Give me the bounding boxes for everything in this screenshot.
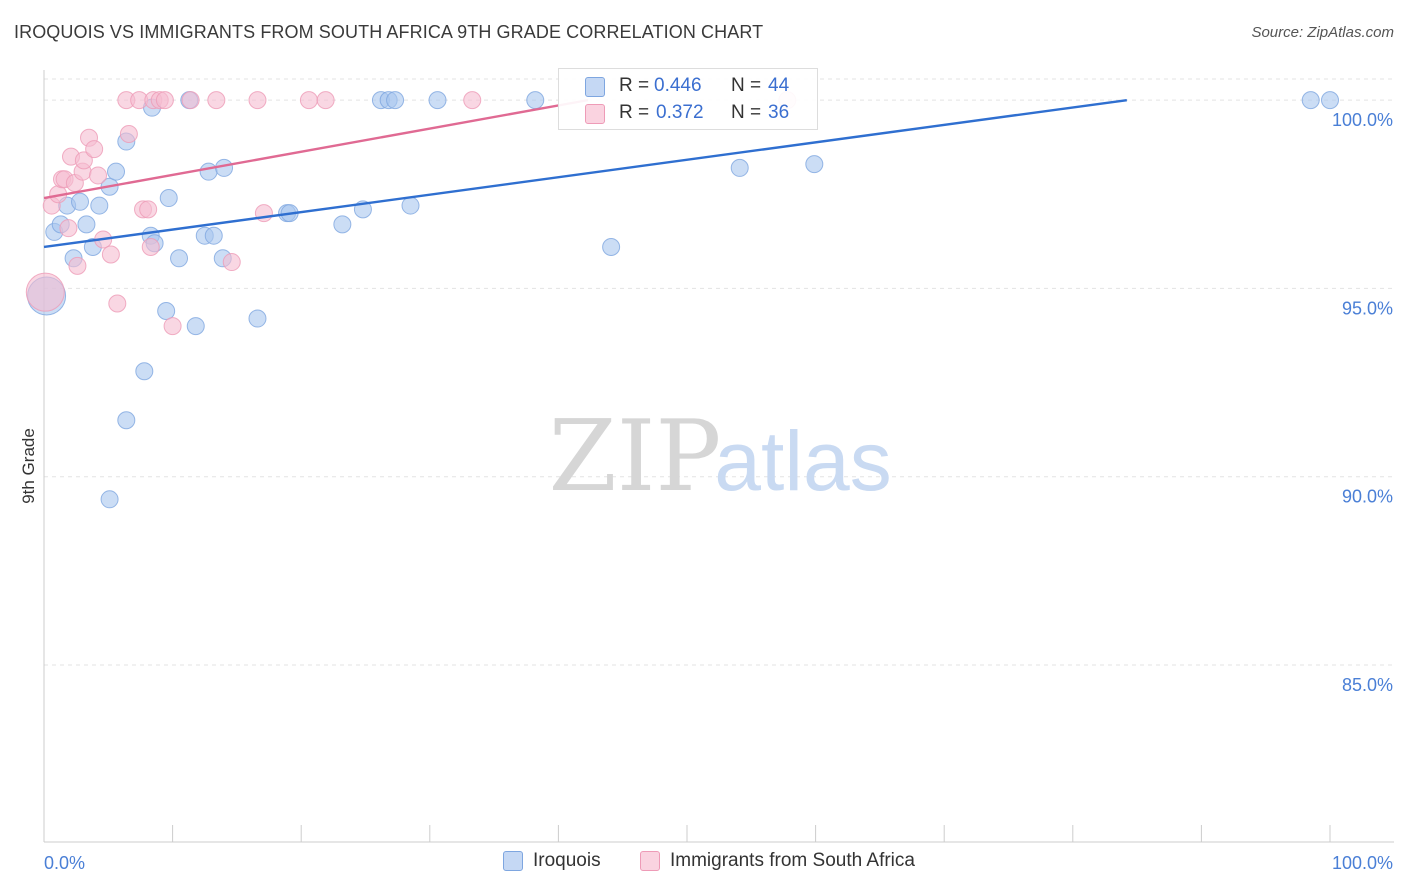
y-tick-label: 95.0% bbox=[1342, 298, 1393, 318]
south-africa-point bbox=[299, 91, 318, 110]
iroquois-point bbox=[71, 192, 90, 211]
y-tick-label: 90.0% bbox=[1342, 487, 1393, 507]
iroquois-point bbox=[401, 196, 420, 215]
south-africa-point bbox=[155, 91, 174, 110]
axes: 100.0% 95.0% 90.0% 85.0% 0.0% 100.0% bbox=[43, 70, 1394, 873]
iroquois-point bbox=[135, 362, 154, 381]
iroquois-point bbox=[1301, 91, 1320, 110]
south-africa-point bbox=[316, 91, 335, 110]
south-africa-point bbox=[68, 256, 87, 275]
source-label: Source: ZipAtlas.com bbox=[1251, 24, 1394, 41]
watermark-zip: ZIP bbox=[549, 400, 722, 514]
r-label: R = bbox=[619, 75, 650, 96]
iroquois-point bbox=[117, 411, 136, 430]
stats-row-south-africa: R = 0.372 N = 36 bbox=[559, 100, 817, 126]
south-africa-point bbox=[89, 166, 108, 185]
iroquois-trend-line bbox=[43, 98, 1127, 249]
south-africa-point bbox=[101, 245, 120, 264]
iroquois-point bbox=[428, 91, 447, 110]
r-label: R = bbox=[619, 102, 650, 123]
south-africa-trend-line bbox=[43, 98, 589, 200]
data-points bbox=[25, 91, 1339, 509]
iroquois-point bbox=[1321, 91, 1339, 110]
iroquois-point bbox=[170, 249, 189, 268]
south-africa-point bbox=[181, 91, 200, 110]
iroquois-point bbox=[199, 162, 218, 181]
stats-swatch-pink bbox=[585, 104, 605, 124]
r-value: 0.372 bbox=[656, 102, 704, 123]
iroquois-point bbox=[248, 309, 267, 328]
iroquois-point bbox=[159, 189, 178, 208]
iroquois-point bbox=[186, 317, 205, 336]
stats-swatch-blue bbox=[585, 77, 605, 97]
chart-legend: Iroquois Immigrants from South Africa bbox=[0, 850, 1406, 880]
south-africa-point bbox=[25, 272, 65, 312]
south-africa-point bbox=[85, 140, 104, 159]
r-value: 0.446 bbox=[654, 75, 702, 96]
south-africa-point bbox=[207, 91, 226, 110]
n-value: 36 bbox=[768, 102, 790, 123]
n-label: N = bbox=[731, 75, 762, 96]
iroquois-point bbox=[333, 215, 352, 234]
y-axis-label: 9th Grade bbox=[19, 428, 38, 504]
iroquois-point bbox=[204, 226, 223, 245]
iroquois-point bbox=[602, 237, 621, 256]
south-africa-point bbox=[141, 237, 160, 256]
iroquois-point bbox=[805, 155, 824, 174]
y-tick-label: 85.0% bbox=[1342, 675, 1393, 695]
legend-item-iroquois[interactable]: Iroquois bbox=[503, 850, 601, 872]
south-africa-point bbox=[108, 294, 127, 313]
x-tick-label-min: 0.0% bbox=[44, 853, 85, 873]
correlation-stats-box: R = 0.446 N = 44 R = 0.372 N = 36 bbox=[558, 68, 818, 130]
chart-title: IROQUOIS VS IMMIGRANTS FROM SOUTH AFRICA… bbox=[14, 22, 764, 42]
iroquois-point bbox=[526, 91, 545, 110]
trend-lines bbox=[43, 98, 1127, 249]
y-tick-label: 100.0% bbox=[1332, 110, 1393, 130]
legend-swatch-blue bbox=[503, 851, 523, 871]
south-africa-point bbox=[222, 253, 241, 272]
legend-swatch-pink bbox=[640, 851, 660, 871]
iroquois-point bbox=[77, 215, 96, 234]
south-africa-point bbox=[248, 91, 267, 110]
south-africa-point bbox=[74, 151, 93, 170]
zipatlas-watermark: ZIP atlas bbox=[549, 400, 892, 514]
south-africa-point bbox=[139, 200, 158, 219]
south-africa-point bbox=[163, 317, 182, 336]
x-tick-label-max: 100.0% bbox=[1332, 853, 1393, 873]
south-africa-point bbox=[463, 91, 482, 110]
legend-label: Iroquois bbox=[533, 850, 601, 871]
iroquois-point bbox=[157, 302, 176, 321]
south-africa-point bbox=[119, 125, 138, 144]
n-label: N = bbox=[731, 102, 762, 123]
watermark-atlas: atlas bbox=[714, 414, 891, 508]
stats-row-iroquois: R = 0.446 N = 44 bbox=[559, 73, 817, 99]
iroquois-point bbox=[107, 162, 126, 181]
south-africa-point bbox=[59, 219, 78, 238]
legend-item-south-africa[interactable]: Immigrants from South Africa bbox=[640, 850, 915, 872]
iroquois-point bbox=[730, 158, 749, 177]
iroquois-point bbox=[90, 196, 109, 215]
iroquois-point bbox=[386, 91, 405, 110]
n-value: 44 bbox=[768, 75, 790, 96]
legend-label: Immigrants from South Africa bbox=[670, 850, 915, 871]
iroquois-point bbox=[100, 490, 119, 509]
gridlines bbox=[44, 78, 1394, 666]
